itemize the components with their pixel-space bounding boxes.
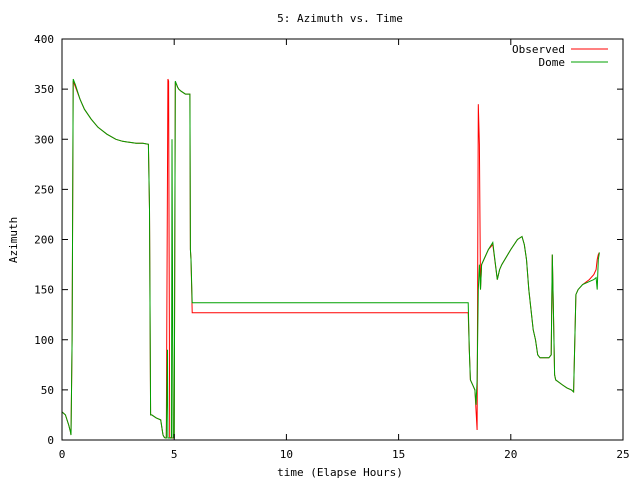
y-tick-label: 400 (34, 33, 54, 46)
y-tick-label: 300 (34, 133, 54, 146)
legend-label-dome: Dome (539, 56, 566, 69)
y-axis-label: Azimuth (7, 217, 20, 263)
y-tick-label: 100 (34, 334, 54, 347)
y-tick-label: 150 (34, 284, 54, 297)
series-line-dome (61, 78, 600, 439)
x-tick-label: 20 (504, 448, 517, 461)
x-tick-label: 5 (171, 448, 178, 461)
x-tick-label: 25 (616, 448, 629, 461)
legend-label-observed: Observed (512, 43, 565, 56)
y-tick-label: 200 (34, 234, 54, 247)
y-ticks: 0 50 100 150 200 250 300 350 400 (34, 33, 623, 447)
chart-title: 5: Azimuth vs. Time (277, 12, 403, 25)
x-tick-label: 0 (59, 448, 66, 461)
y-tick-label: 50 (41, 384, 54, 397)
x-tick-label: 15 (392, 448, 405, 461)
y-tick-label: 0 (47, 434, 54, 447)
x-ticks: 0 5 10 15 20 25 (59, 39, 630, 461)
x-axis-label: time (Elapse Hours) (277, 466, 403, 479)
y-tick-label: 350 (34, 83, 54, 96)
plot-border (61, 38, 624, 441)
series-lines (61, 78, 600, 439)
series-line-observed (61, 78, 600, 439)
y-tick-label: 250 (34, 183, 54, 196)
x-tick-label: 10 (280, 448, 293, 461)
